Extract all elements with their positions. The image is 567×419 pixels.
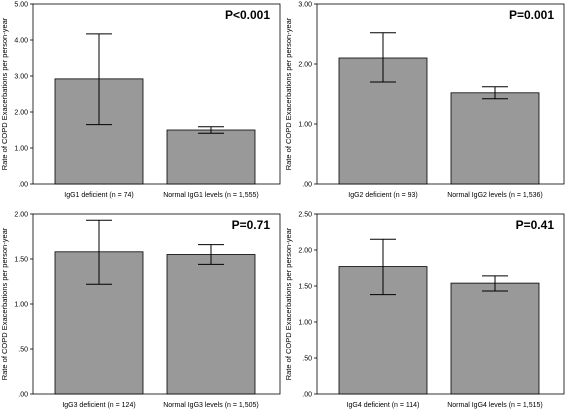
y-axis-label: Rate of COPD Exacerbations per person-ye… [0,17,9,170]
bar [166,254,256,395]
y-tick-label: .00 [302,392,312,399]
y-tick-label: 4.00 [14,38,28,45]
y-tick-label: 2.00 [298,248,312,255]
x-category-label: IgG4 deficient (n = 114) [347,402,420,409]
chart-igg2: .00 1.00 2.00 3.00 IgG2 deficient (n = 93) No… [284,0,567,209]
x-category-label: Normal IgG2 levels (n = 1,536) [447,192,543,199]
y-axis-label: Rate of COPD Exacerbations per person-ye… [284,17,293,170]
x-category-label: IgG1 deficient (n = 74) [64,192,133,199]
y-axis-label: Rate of COPD Exacerbations per person-ye… [284,227,293,380]
y-tick-label: 1.00 [298,122,312,129]
chart-svg: .00 1.00 2.00 3.00 4.00 5.00 IgG1 deficient (n… [0,2,281,199]
x-category-label: IgG3 deficient (n = 124) [62,402,135,409]
y-axis-label: Rate of COPD Exacerbations per person-ye… [0,227,9,380]
error-bar [370,238,396,296]
y-tick-label: .00 [18,182,28,189]
y-tick-label: .50 [18,347,28,354]
y-tick-label: 2.00 [14,110,28,117]
x-category-label: Normal IgG4 levels (n = 1,515) [447,402,543,409]
p-value-annotation: P=0.41 [516,218,555,232]
error-bar [198,126,224,134]
bar [166,129,256,185]
error-bar [482,86,508,100]
y-tick-label: 1.50 [14,257,28,264]
p-value-annotation: P=0.001 [509,8,554,22]
error-bar [86,219,112,285]
error-bar [370,32,396,83]
y-tick-label: 1.00 [14,146,28,153]
y-tick-label: 2.50 [298,212,312,219]
chart-svg: .00 1.00 2.00 3.00 IgG2 deficient (n = 93) No… [284,2,565,199]
y-tick-label: 2.00 [14,212,28,219]
y-tick-label: .00 [18,392,28,399]
p-value-annotation: P<0.001 [225,8,270,22]
y-tick-label: 3.00 [14,74,28,81]
bar [450,282,540,395]
bar [450,92,540,185]
y-tick-label: 1.00 [298,320,312,327]
y-tick-label: 1.00 [14,302,28,309]
error-bar [198,244,224,265]
y-tick-label: 2.00 [298,62,312,69]
y-tick-label: 1.50 [298,284,312,291]
chart-svg: .00 .50 1.00 1.50 2.00 2.50 IgG4 deficient (n … [284,212,565,409]
y-tick-label: 5.00 [14,2,28,9]
x-category-label: Normal IgG1 levels (n = 1,555) [163,192,259,199]
y-tick-label: .00 [302,182,312,189]
chart-igg3: .00 .50 1.00 1.50 2.00 IgG3 deficient (n = 12… [0,210,283,419]
y-tick-label: .50 [302,356,312,363]
x-category-label: Normal IgG3 levels (n = 1,505) [163,402,259,409]
chart-svg: .00 .50 1.00 1.50 2.00 IgG3 deficient (n = 12… [0,212,281,409]
p-value-annotation: P=0.71 [232,218,271,232]
error-bar [86,33,112,126]
chart-igg1: .00 1.00 2.00 3.00 4.00 5.00 IgG1 deficient (n… [0,0,283,209]
error-bar [482,275,508,292]
x-category-label: IgG2 deficient (n = 93) [348,192,417,199]
y-tick-label: 3.00 [298,2,312,9]
chart-igg4: .00 .50 1.00 1.50 2.00 2.50 IgG4 deficient (n … [284,210,567,419]
